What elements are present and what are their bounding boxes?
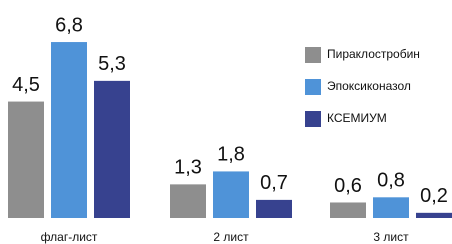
x-tick-label: флаг-лист [41,230,98,244]
value-label: 4,5 [12,74,40,96]
bar [373,197,409,218]
legend-label: КСЕМИУМ [327,111,387,125]
x-tick-label: 2 лист [213,230,249,244]
chart: флаг-лист 4,5 6,8 5,3 2 лист 1,3 1,8 0,7 3 лист 0… [0,0,452,244]
x-tick-label: 3 лист [373,230,409,244]
legend-swatch [305,79,321,95]
value-label: 6,8 [55,14,83,36]
bar [94,81,130,218]
value-label: 1,3 [174,157,202,179]
value-label: 1,8 [217,144,245,166]
value-label: 5,3 [98,53,126,75]
legend-swatch [305,111,321,127]
legend-label: Пираклостробин [327,47,420,61]
bar [330,202,366,218]
bar [51,42,87,218]
bar [170,184,206,218]
value-label: 0,6 [334,175,362,197]
value-label: 0,2 [420,185,448,207]
bar [416,213,452,218]
value-label: 0,7 [260,172,288,194]
legend-label: Эпоксиконазол [327,79,411,93]
bar [213,171,249,218]
value-label: 0,8 [377,170,405,192]
legend-swatch [305,47,321,63]
page: {"chart_data": {"type": "bar", "categori… [0,0,452,244]
bar [256,200,292,218]
bar [8,102,44,218]
